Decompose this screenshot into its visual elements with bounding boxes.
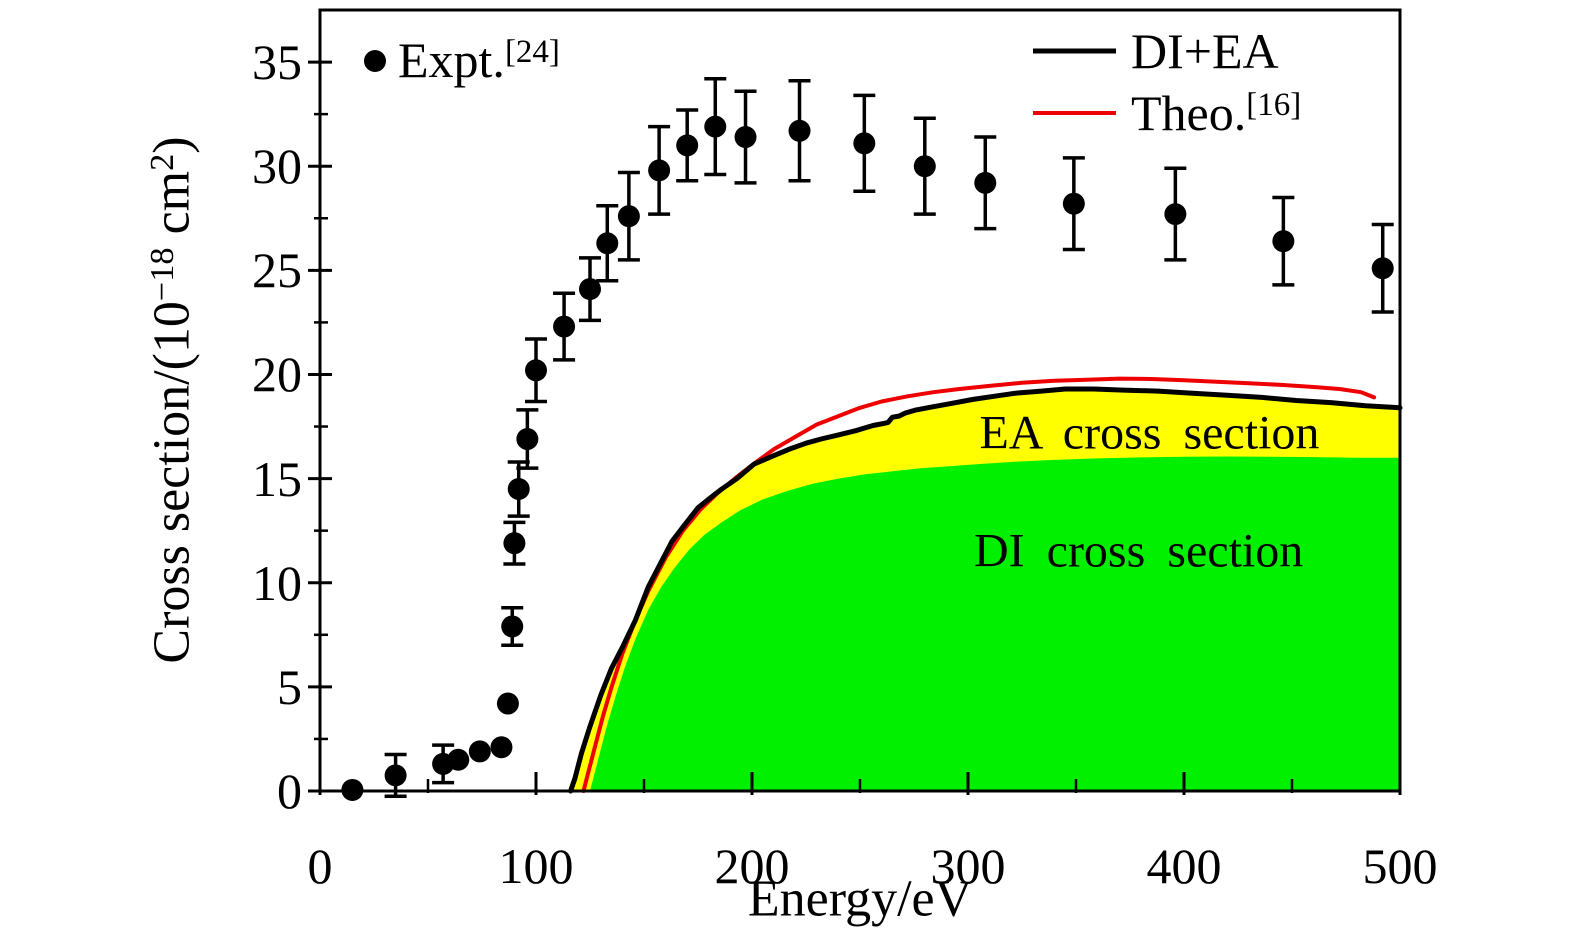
annotation-di-cross-section: DI cross section (973, 524, 1304, 578)
legend-label-theo: Theo.[16] (1131, 84, 1301, 142)
expt-point (1272, 230, 1295, 253)
expt-point (516, 428, 539, 451)
y-tick-label-20: 20 (252, 346, 302, 403)
legend-expt-marker (364, 50, 386, 72)
expt-point (525, 359, 547, 382)
legend-label-expt: Expt.[24] (398, 31, 560, 89)
x-tick-label-0: 0 (307, 838, 333, 894)
expt-point (1371, 257, 1394, 280)
expt-point (734, 126, 757, 149)
expt-point (617, 205, 640, 228)
expt-point (384, 764, 407, 787)
x-tick-label-500: 500 (1362, 838, 1438, 894)
x-tick-label-300: 300 (930, 838, 1006, 894)
legend-label-theo-text: Theo. (1131, 85, 1247, 141)
expt-point (341, 778, 364, 801)
legend-label-di-ea: DI+EA (1131, 22, 1279, 80)
expt-point (913, 155, 936, 178)
x-tick-label-400: 400 (1146, 838, 1222, 894)
expt-point (974, 171, 997, 194)
expt-point (648, 159, 671, 182)
expt-point (596, 232, 619, 255)
di-ea-line (568, 386, 1403, 794)
expt-point (503, 532, 526, 555)
y-tick-label-35: 35 (252, 34, 302, 91)
expt-point (447, 748, 470, 771)
y-tick-label-0: 0 (277, 763, 302, 819)
expt-point (496, 692, 519, 715)
legend-label-di-ea-text: DI+EA (1131, 23, 1279, 79)
expt-point (1164, 203, 1187, 226)
expt-point (1062, 192, 1085, 215)
y-tick-label-30: 30 (252, 138, 302, 195)
legend-label-expt-text: Expt. (398, 32, 505, 88)
expt-point (553, 315, 576, 338)
y-tick-label-25: 25 (252, 242, 302, 299)
expt-point (788, 119, 811, 142)
x-axis-label: Energy/eV (747, 870, 973, 928)
legend-label-theo-ref: [16] (1246, 87, 1302, 124)
expt-point (579, 278, 601, 301)
y-tick-label-10: 10 (252, 554, 302, 611)
expt-point (468, 740, 491, 763)
y-tick-label-5: 5 (277, 658, 302, 715)
annotation-ea-cross-section: EA cross section (979, 406, 1320, 460)
y-tick-label-15: 15 (252, 450, 302, 507)
expt-point (704, 115, 727, 138)
x-tick-label-100: 100 (498, 838, 574, 894)
expt-point (490, 736, 513, 759)
expt-point (676, 134, 699, 157)
expt-point (853, 132, 876, 155)
legend-label-expt-ref: [24] (504, 34, 560, 71)
expt-point (507, 478, 530, 501)
di-area (590, 456, 1400, 791)
x-tick-label-200: 200 (714, 838, 790, 894)
expt-point (501, 615, 524, 638)
